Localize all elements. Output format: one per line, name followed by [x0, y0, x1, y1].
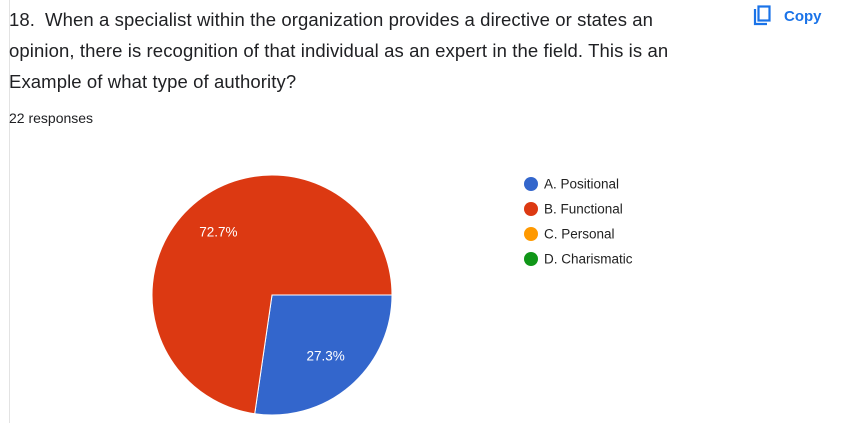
legend-label: B. Functional [544, 202, 623, 217]
legend-swatch [524, 202, 538, 216]
slice-label: 27.3% [307, 349, 345, 364]
copy-button[interactable]: Copy [752, 0, 822, 32]
legend-swatch [524, 227, 538, 241]
legend-label: A. Positional [544, 177, 619, 192]
legend-swatch [524, 252, 538, 266]
left-border [0, 0, 10, 423]
question-text: When a specialist within the organizatio… [9, 9, 669, 92]
copy-label: Copy [784, 7, 822, 25]
question: 18. When a specialist within the organiza… [9, 4, 709, 97]
pie-slice [254, 294, 393, 416]
legend-label: C. Personal [544, 227, 615, 242]
question-number: 18. [9, 9, 36, 30]
copy-icon [753, 5, 771, 26]
legend-swatch [524, 177, 538, 191]
slice-label: 72.7% [199, 225, 237, 240]
legend-label: D. Charismatic [544, 252, 633, 267]
pie-slice [151, 174, 393, 415]
response-count: 22 responses [9, 110, 94, 126]
